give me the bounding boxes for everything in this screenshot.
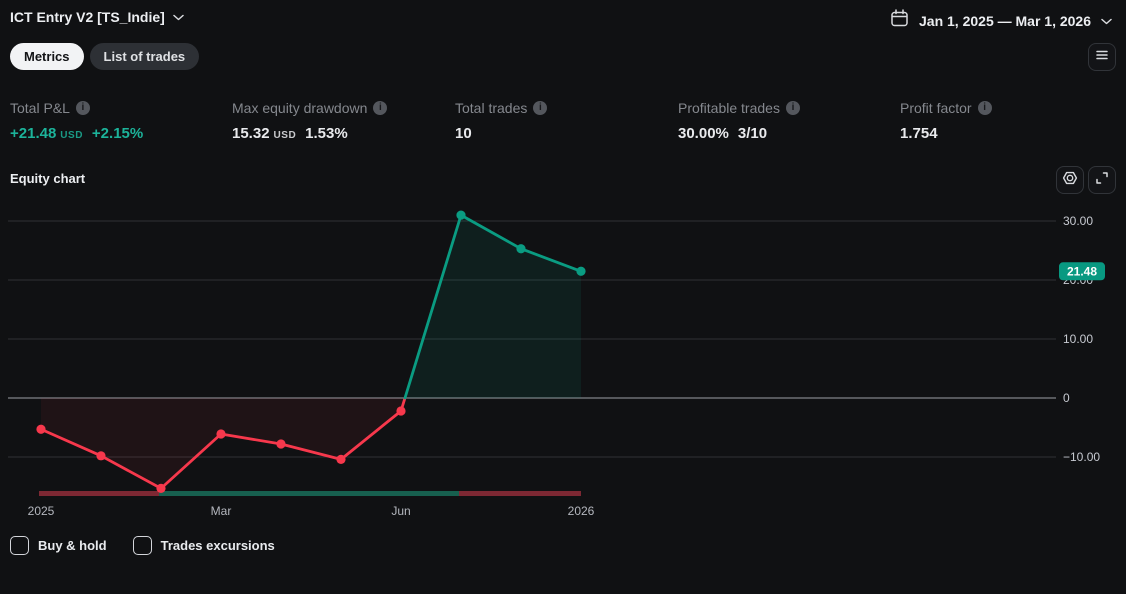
stat-label: Total trades — [455, 100, 528, 116]
chart-settings-button[interactable] — [1056, 166, 1084, 194]
stat-value: 30.00% — [678, 125, 729, 142]
stat-value: 10 — [455, 125, 472, 142]
info-icon[interactable] — [533, 101, 548, 115]
info-icon[interactable] — [977, 101, 992, 115]
trades-excursions-toggle[interactable]: Trades excursions — [132, 536, 275, 555]
stat-value: +21.48 — [10, 125, 57, 142]
stat-value: 15.32 — [232, 125, 270, 142]
legend-label: Trades excursions — [160, 538, 275, 553]
view-tabs: Metrics List of trades — [10, 43, 200, 70]
strategy-title: ICT Entry V2 [TS_Indie] — [10, 9, 165, 25]
info-icon[interactable] — [373, 101, 388, 115]
fullscreen-icon-button[interactable] — [1088, 166, 1116, 194]
equity-chart-title: Equity chart — [10, 171, 86, 186]
checkbox-icon[interactable] — [10, 536, 29, 555]
svg-text:2025: 2025 — [28, 504, 55, 518]
tab-list-of-trades[interactable]: List of trades — [89, 43, 200, 70]
date-range-text: Jan 1, 2025 — Mar 1, 2026 — [919, 13, 1091, 29]
svg-text:10.00: 10.00 — [1063, 332, 1093, 346]
stat-unit: USD — [60, 130, 83, 141]
svg-text:0: 0 — [1063, 391, 1070, 405]
stat-total-trades: Total trades 10 — [455, 100, 548, 142]
chevron-down-icon — [1101, 18, 1112, 25]
svg-text:−10.00: −10.00 — [1063, 450, 1100, 464]
equity-chart[interactable]: 30.0020.0010.000−10.002025MarJun202621.4… — [0, 200, 1126, 530]
svg-text:30.00: 30.00 — [1063, 214, 1093, 228]
gear-icon — [1062, 170, 1078, 191]
info-icon[interactable] — [75, 101, 90, 115]
stat-extra: 1.53% — [305, 125, 348, 142]
strategy-selector[interactable]: ICT Entry V2 [TS_Indie] — [10, 9, 184, 25]
stat-label: Total P&L — [10, 100, 70, 116]
info-icon[interactable] — [785, 101, 800, 115]
svg-text:2026: 2026 — [568, 504, 595, 518]
svg-text:21.48: 21.48 — [1067, 264, 1097, 278]
stat-label: Max equity drawdown — [232, 100, 368, 116]
checkbox-icon[interactable] — [132, 536, 152, 555]
svg-text:Jun: Jun — [391, 504, 410, 518]
equity-chart-svg[interactable]: 30.0020.0010.000−10.002025MarJun202621.4… — [0, 200, 1126, 530]
date-range-picker[interactable]: Jan 1, 2025 — Mar 1, 2026 — [890, 9, 1112, 33]
stat-label: Profit factor — [900, 100, 972, 116]
svg-text:Mar: Mar — [211, 504, 232, 518]
buy-and-hold-toggle[interactable]: Buy & hold — [10, 536, 107, 555]
legend-label: Buy & hold — [38, 538, 107, 553]
stat-label: Profitable trades — [678, 100, 780, 116]
list-icon — [1094, 47, 1110, 68]
chevron-down-icon — [173, 14, 184, 21]
stat-extra: +2.15% — [91, 125, 144, 142]
tab-metrics[interactable]: Metrics — [10, 43, 84, 70]
stat-unit: USD — [273, 130, 297, 141]
stat-profitable-trades: Profitable trades 30.00% 3/10 — [678, 100, 800, 142]
chart-overlays: Buy & hold Trades excursions — [10, 536, 275, 555]
stat-profit-factor: Profit factor 1.754 — [900, 100, 992, 142]
stat-value: 1.754 — [900, 125, 938, 142]
expand-icon — [1094, 170, 1110, 191]
chart-tools — [1056, 166, 1116, 194]
report-layout-button[interactable] — [1088, 43, 1116, 71]
stat-extra: 3/10 — [737, 125, 768, 142]
calendar-icon — [890, 9, 909, 33]
